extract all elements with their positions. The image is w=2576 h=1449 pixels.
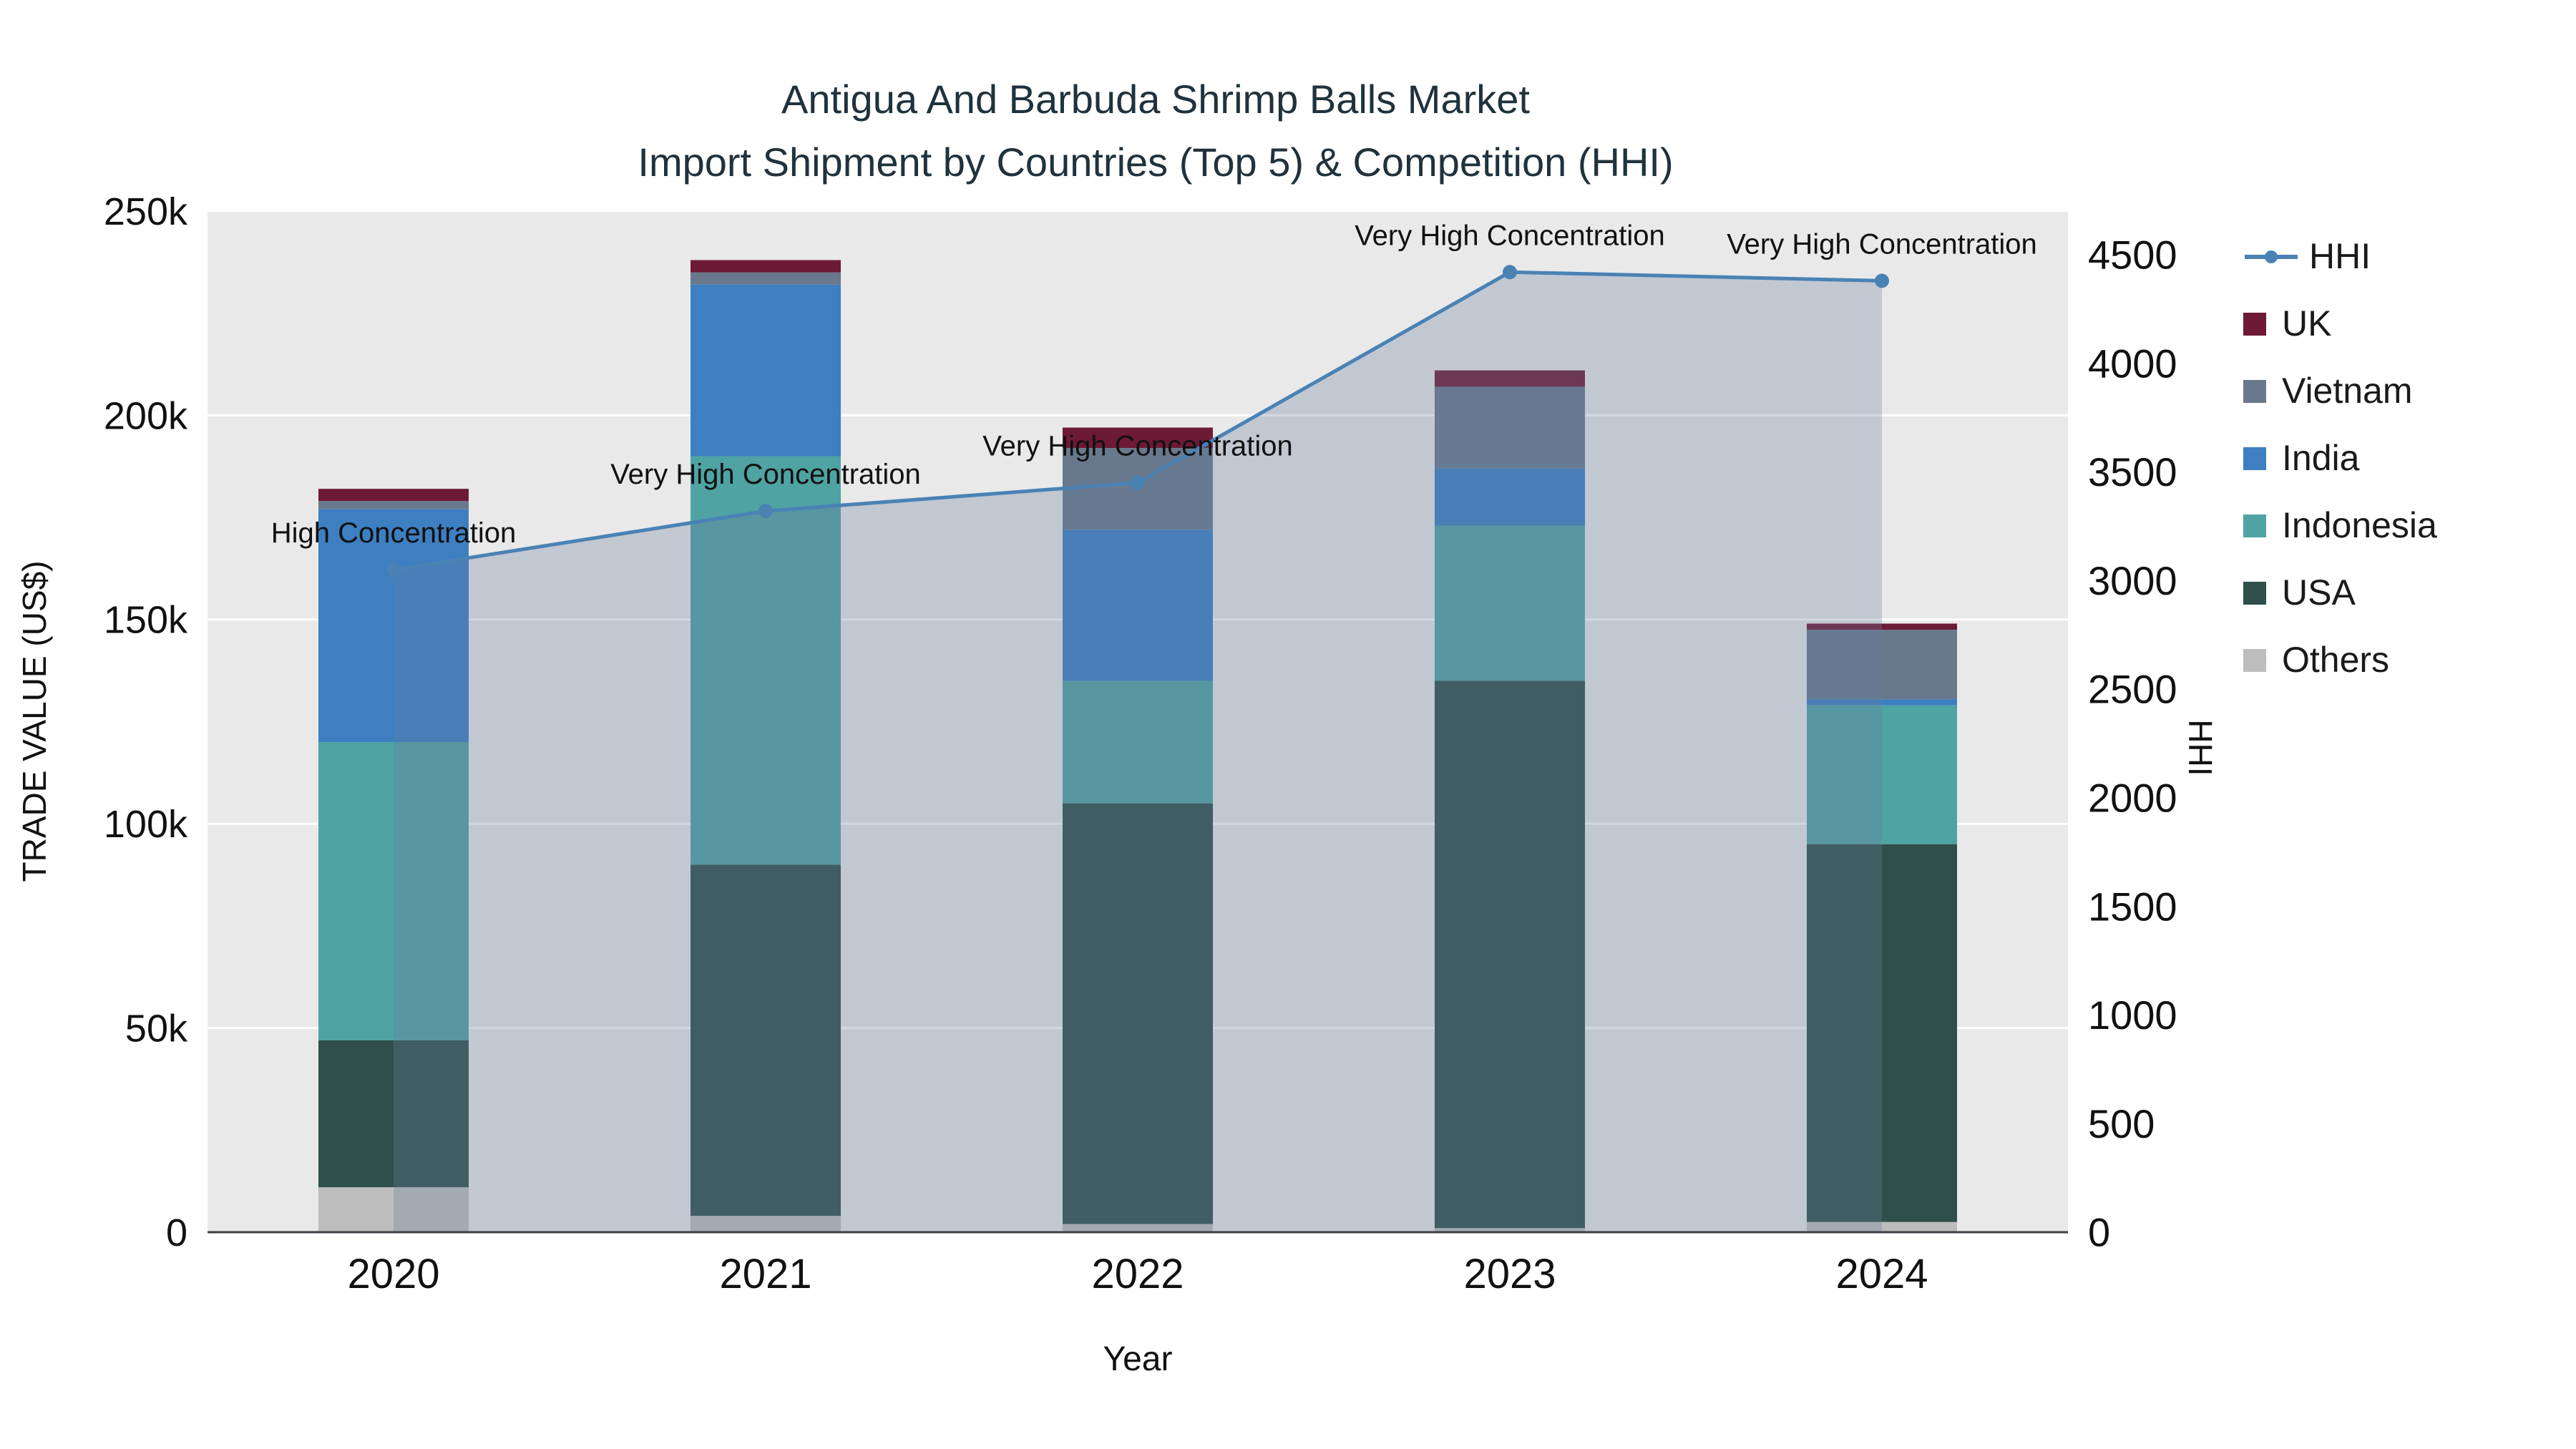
bar-segment-india-2023	[1435, 468, 1585, 526]
bar-segment-others-2024	[1807, 1221, 1957, 1232]
hhi-point-2020	[386, 562, 401, 577]
bar-segment-others-2020	[318, 1187, 469, 1232]
bar-segment-usa-2023	[1435, 680, 1585, 1229]
hhi-annotation-2023: Very High Concentration	[1355, 220, 1665, 251]
legend-label-uk: UK	[2282, 303, 2332, 343]
bar-segment-indonesia-2022	[1063, 680, 1213, 804]
bar-segment-vietnam-2021	[691, 272, 841, 285]
y-left-tick-label: 150k	[104, 599, 188, 642]
x-tick-label-2023: 2023	[1463, 1251, 1556, 1297]
y-left-tick-label: 50k	[125, 1008, 188, 1050]
y-right-tick-label: 3000	[2088, 558, 2177, 603]
bar-segment-others-2021	[691, 1216, 841, 1232]
india-swatch-icon	[2243, 447, 2266, 470]
bar-segment-others-2023	[1435, 1228, 1585, 1232]
hhi-annotation-2024: Very High Concentration	[1727, 228, 2037, 260]
bar-segment-usa-2021	[691, 864, 841, 1216]
bar-segment-india-2022	[1063, 530, 1213, 681]
hhi-point-2022	[1131, 475, 1145, 490]
x-tick-label-2022: 2022	[1091, 1251, 1184, 1297]
bar-segment-india-2024	[1807, 699, 1957, 706]
x-axis-title: Year	[1103, 1340, 1173, 1378]
bar-segment-indonesia-2020	[318, 742, 469, 1040]
legend-label-usa: USA	[2282, 572, 2356, 613]
bar-segment-uk-2023	[1435, 370, 1585, 387]
hhi-line-swatch-icon	[2245, 250, 2298, 263]
hhi-annotation-2022: Very High Concentration	[982, 431, 1293, 462]
y-left-tick-label: 0	[166, 1211, 187, 1254]
hhi-annotation-2021: Very High Concentration	[610, 459, 921, 490]
bar-segment-india-2021	[691, 284, 841, 457]
legend: HHI UK Vietnam India Indonesia USA Others	[2243, 236, 2437, 680]
legend-item-vietnam[interactable]: Vietnam	[2243, 371, 2437, 411]
y-right-tick-label: 2000	[2088, 775, 2177, 820]
legend-item-usa[interactable]: USA	[2243, 572, 2437, 613]
legend-label-vietnam: Vietnam	[2282, 371, 2413, 411]
bar-segment-uk-2021	[691, 260, 841, 273]
bar-segment-vietnam-2020	[318, 501, 469, 509]
legend-item-indonesia[interactable]: Indonesia	[2243, 505, 2437, 546]
legend-item-uk[interactable]: UK	[2243, 303, 2437, 344]
bar-segment-india-2020	[318, 509, 469, 743]
legend-item-india[interactable]: India	[2243, 438, 2437, 479]
y-left-tick-label: 100k	[104, 803, 188, 846]
x-tick-label-2024: 2024	[1835, 1251, 1928, 1297]
y-right-tick-label: 1000	[2088, 992, 2177, 1038]
y-right-tick-label: 4500	[2088, 233, 2177, 278]
hhi-annotation-2020: High Concentration	[271, 517, 516, 549]
bar-segment-indonesia-2024	[1807, 705, 1957, 844]
indonesia-swatch-icon	[2243, 514, 2266, 537]
bar-segment-indonesia-2021	[691, 456, 841, 865]
legend-label-india: India	[2282, 438, 2360, 478]
y-right-tick-label: 500	[2088, 1101, 2155, 1146]
y-right-tick-label: 4000	[2088, 341, 2177, 386]
bar-segment-uk-2020	[318, 489, 469, 502]
legend-item-hhi[interactable]: HHI	[2243, 236, 2437, 277]
y-right-tick-label: 1500	[2088, 884, 2177, 929]
y-right-tick-label: 0	[2088, 1210, 2110, 1255]
uk-swatch-icon	[2243, 312, 2266, 336]
vietnam-swatch-icon	[2243, 379, 2266, 403]
legend-label-others: Others	[2282, 640, 2390, 680]
hhi-point-2024	[1875, 273, 1889, 288]
bar-segment-uk-2022	[1063, 427, 1213, 449]
y-axis-title-left: TRADE VALUE (US$)	[16, 560, 53, 882]
bar-segment-vietnam-2023	[1435, 386, 1585, 469]
bar-segment-others-2022	[1063, 1224, 1213, 1232]
y-left-tick-label: 250k	[104, 190, 188, 233]
bar-segment-indonesia-2023	[1435, 525, 1585, 681]
bar-segment-usa-2020	[318, 1040, 469, 1188]
chart-title-line2: Import Shipment by Countries (Top 5) & C…	[638, 140, 1674, 185]
y-left-tick-label: 200k	[104, 394, 188, 437]
y-right-tick-label: 2500	[2088, 667, 2177, 712]
chart-title-line1: Antigua And Barbuda Shrimp Balls Market	[781, 77, 1530, 122]
bar-segment-vietnam-2024	[1807, 630, 1957, 700]
x-tick-label-2021: 2021	[719, 1251, 811, 1297]
bar-segment-uk-2024	[1807, 623, 1957, 630]
legend-item-others[interactable]: Others	[2243, 640, 2437, 680]
legend-label-indonesia: Indonesia	[2282, 505, 2437, 545]
x-tick-label-2020: 2020	[347, 1251, 439, 1297]
legend-label-hhi: HHI	[2309, 236, 2371, 276]
hhi-point-2023	[1503, 265, 1517, 280]
y-right-tick-label: 3500	[2088, 449, 2177, 494]
chart-title: Antigua And Barbuda Shrimp Balls Market …	[0, 68, 2311, 194]
bar-segment-usa-2022	[1063, 803, 1213, 1224]
others-swatch-icon	[2243, 648, 2266, 672]
y-axis-title-right: HHI	[2182, 719, 2219, 776]
hhi-point-2021	[758, 504, 773, 519]
usa-swatch-icon	[2243, 581, 2266, 605]
bar-segment-usa-2024	[1807, 844, 1957, 1222]
